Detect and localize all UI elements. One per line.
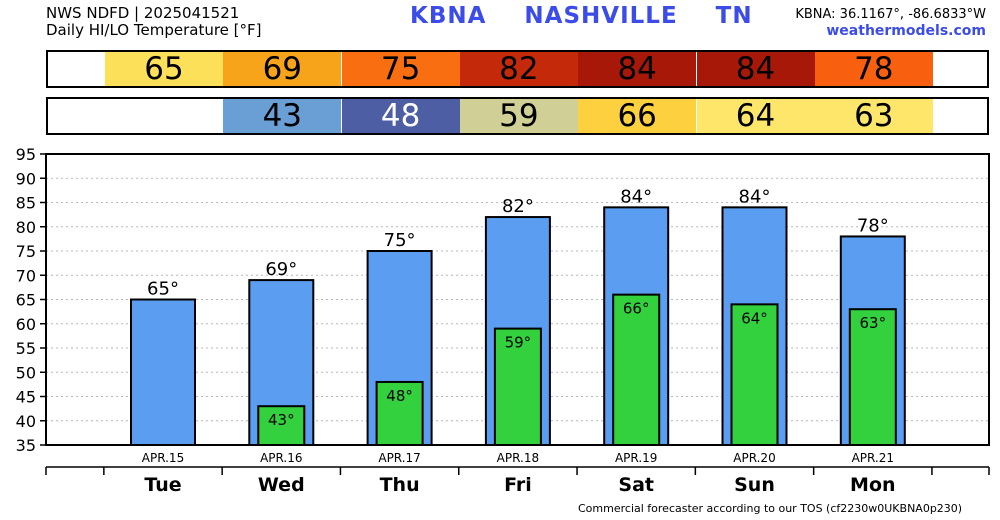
- lo-bar: [848, 308, 897, 447]
- lo-bar-label: 64°: [741, 309, 768, 327]
- y-tick-label: 95: [16, 145, 36, 164]
- date-label: APR.20: [733, 451, 775, 465]
- chart-header: NWS NDFD | 2025041521 Daily HI/LO Temper…: [46, 5, 262, 39]
- y-tick-label: 55: [16, 339, 36, 358]
- lo-temp-cell: 59: [459, 99, 578, 133]
- lo-bar: [257, 405, 306, 447]
- date-label: APR.17: [378, 451, 420, 465]
- y-tick-label: 75: [16, 242, 36, 261]
- lo-temp-cell: 48: [341, 99, 460, 133]
- hi-temp-cell: 82: [459, 52, 578, 86]
- date-label: APR.21: [852, 451, 894, 465]
- y-tick-label: 85: [16, 194, 36, 213]
- lo-bar-label: 63°: [860, 314, 887, 332]
- station-state: TN: [715, 3, 753, 29]
- lo-bar: [730, 303, 779, 446]
- date-label: APR.16: [260, 451, 302, 465]
- y-tick-label: 50: [16, 363, 36, 382]
- y-tick-label: 90: [16, 169, 36, 188]
- hi-bar-label: 84°: [620, 186, 652, 207]
- footer-note: Commercial forecaster according to our T…: [578, 502, 963, 515]
- lo-bar: [375, 380, 424, 447]
- station-info: KBNA: 36.1167°, -86.6833°W weathermodels…: [795, 6, 986, 40]
- hi-temp-cell: 75: [341, 52, 460, 86]
- hi-bar-label: 78°: [857, 215, 889, 236]
- day-label: Sat: [618, 474, 654, 496]
- y-tick-label: 80: [16, 218, 36, 237]
- lo-temp-strip: 43 48 59 66 64 63: [46, 97, 989, 135]
- date-label: APR.18: [497, 451, 539, 465]
- y-tick-label: 35: [16, 436, 36, 455]
- day-label: Sun: [734, 474, 775, 496]
- day-label: Mon: [850, 474, 896, 496]
- hi-bar-label: 65°: [147, 279, 179, 300]
- station-title: KBNA NASHVILLE TN: [410, 5, 753, 28]
- site-link[interactable]: weathermodels.com: [826, 23, 986, 39]
- hi-bar: [130, 298, 196, 446]
- station-name: NASHVILLE: [524, 3, 678, 29]
- lo-bar: [612, 293, 661, 446]
- hi-temp-cell: 84: [696, 52, 815, 86]
- y-tick-label: 60: [16, 315, 36, 334]
- product-title: Daily HI/LO Temperature [°F]: [46, 21, 262, 39]
- hi-temp-cell: 69: [223, 52, 342, 86]
- hi-temp-cell: 78: [814, 52, 933, 86]
- day-label: Tue: [144, 474, 181, 496]
- lo-temp-cell: 43: [223, 99, 342, 133]
- lo-bar-label: 66°: [623, 300, 650, 318]
- day-label: Wed: [258, 474, 305, 496]
- date-label: APR.15: [142, 451, 184, 465]
- lo-temp-cell: 63: [814, 99, 933, 133]
- date-label: APR.19: [615, 451, 657, 465]
- hi-temp-cell: 84: [578, 52, 697, 86]
- hi-bar-label: 75°: [384, 230, 416, 251]
- y-tick-label: 45: [16, 388, 36, 407]
- y-tick-label: 65: [16, 291, 36, 310]
- station-coords: KBNA: 36.1167°, -86.6833°W: [795, 7, 986, 22]
- hi-bar-label: 84°: [739, 186, 771, 207]
- hi-bar-label: 69°: [265, 259, 297, 280]
- hi-bar-label: 82°: [502, 196, 534, 217]
- lo-bar-label: 59°: [505, 334, 532, 352]
- lo-temp-cell: 66: [578, 99, 697, 133]
- run-info: NWS NDFD | 2025041521: [46, 4, 240, 22]
- hi-temp-cell: 65: [105, 52, 223, 86]
- hi-temp-strip: 65 69 75 82 84 84 78: [46, 50, 989, 88]
- y-tick-label: 40: [16, 412, 36, 431]
- station-code: KBNA: [410, 3, 487, 29]
- lo-temp-cell: [105, 99, 223, 133]
- lo-temp-cell: 64: [696, 99, 815, 133]
- day-label: Fri: [504, 474, 532, 496]
- y-tick-label: 70: [16, 266, 36, 285]
- lo-bar-label: 43°: [268, 411, 295, 429]
- lo-bar-label: 48°: [386, 387, 413, 405]
- lo-bar: [493, 327, 542, 447]
- day-label: Thu: [380, 474, 420, 496]
